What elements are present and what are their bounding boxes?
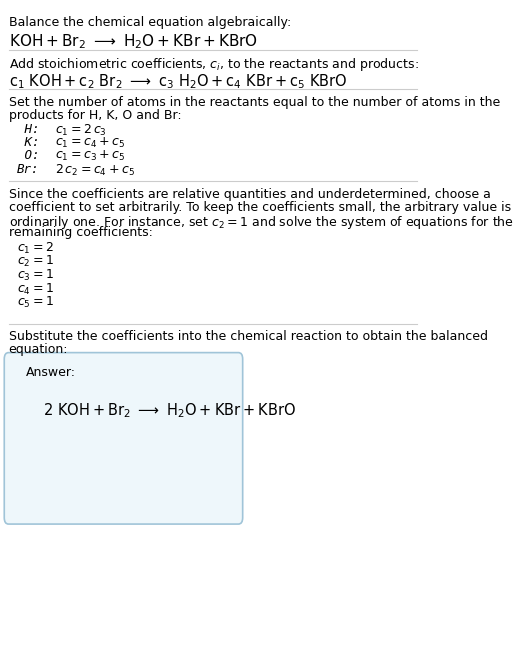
Text: Br:: Br: [17,163,40,176]
Text: $\mathrm{2 \ KOH + Br_2 \ \longrightarrow \ H_2O + KBr + KBrO}$: $\mathrm{2 \ KOH + Br_2 \ \longrightarro… [42,401,296,420]
Text: equation:: equation: [8,343,68,356]
Text: O:: O: [17,149,40,162]
Text: Since the coefficients are relative quantities and underdetermined, choose a: Since the coefficients are relative quan… [8,188,490,201]
Text: Balance the chemical equation algebraically:: Balance the chemical equation algebraica… [8,16,291,29]
Text: products for H, K, O and Br:: products for H, K, O and Br: [8,109,181,122]
Text: $2\,c_2 = c_4 + c_5$: $2\,c_2 = c_4 + c_5$ [56,163,135,178]
Text: K:: K: [17,136,40,149]
Text: $c_1 = 2\,c_3$: $c_1 = 2\,c_3$ [56,123,107,138]
Text: $c_5 = 1$: $c_5 = 1$ [17,295,54,310]
Text: H:: H: [17,123,40,136]
Text: $\mathrm{KOH + Br_2 \ \longrightarrow \ H_2O + KBr + KBrO}$: $\mathrm{KOH + Br_2 \ \longrightarrow \ … [8,32,258,51]
Text: $c_3 = 1$: $c_3 = 1$ [17,268,54,283]
Text: Substitute the coefficients into the chemical reaction to obtain the balanced: Substitute the coefficients into the che… [8,330,488,343]
Text: $c_1 = c_4 + c_5$: $c_1 = c_4 + c_5$ [56,136,125,150]
Text: Add stoichiometric coefficients, $c_i$, to the reactants and products:: Add stoichiometric coefficients, $c_i$, … [8,56,418,73]
FancyBboxPatch shape [4,353,243,524]
Text: coefficient to set arbitrarily. To keep the coefficients small, the arbitrary va: coefficient to set arbitrarily. To keep … [8,201,510,214]
Text: $c_1 = 2$: $c_1 = 2$ [17,241,54,256]
Text: remaining coefficients:: remaining coefficients: [8,226,152,239]
Text: $c_4 = 1$: $c_4 = 1$ [17,281,54,296]
Text: $c_1 = c_3 + c_5$: $c_1 = c_3 + c_5$ [56,149,125,163]
Text: ordinarily one. For instance, set $c_2 = 1$ and solve the system of equations fo: ordinarily one. For instance, set $c_2 =… [8,214,514,230]
Text: $\mathrm{c_1 \ KOH + c_2 \ Br_2 \ \longrightarrow \ c_3 \ H_2O + c_4 \ KBr + c_5: $\mathrm{c_1 \ KOH + c_2 \ Br_2 \ \longr… [8,72,347,91]
Text: $c_2 = 1$: $c_2 = 1$ [17,254,54,269]
Text: Set the number of atoms in the reactants equal to the number of atoms in the: Set the number of atoms in the reactants… [8,96,500,109]
Text: Answer:: Answer: [25,366,76,378]
